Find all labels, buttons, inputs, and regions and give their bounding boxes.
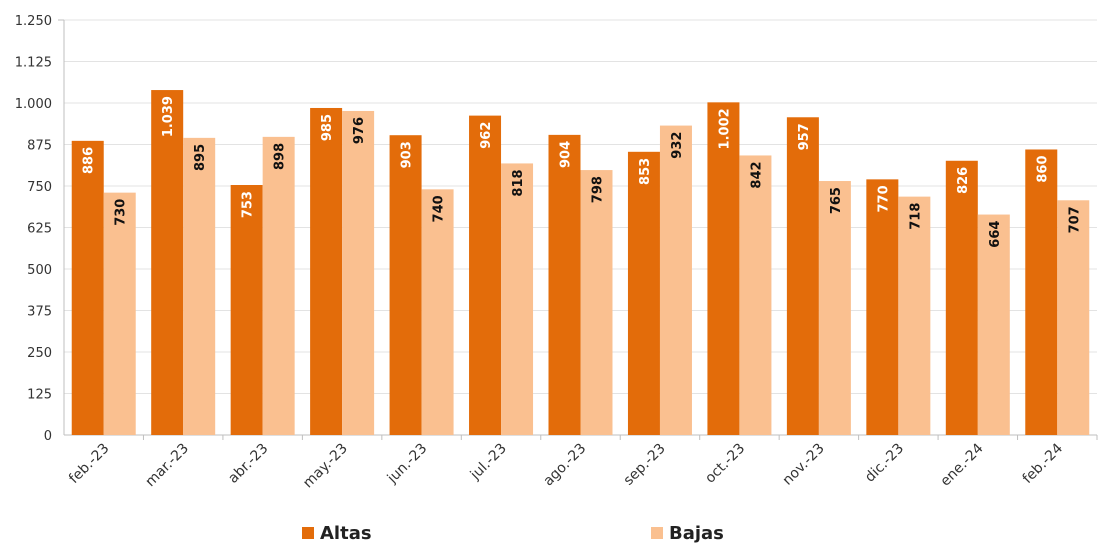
- data-label-altas: 886: [82, 147, 97, 174]
- data-label-bajas: 818: [511, 169, 526, 196]
- data-label-altas: 957: [797, 123, 812, 150]
- bar-altas: [389, 135, 422, 436]
- y-tick-label: 625: [27, 222, 52, 237]
- y-tick-label: 1.000: [15, 97, 52, 112]
- bar-altas: [71, 140, 104, 435]
- bar-bajas: [580, 170, 613, 435]
- y-tick-label: 500: [27, 263, 52, 278]
- data-label-altas: 1.002: [717, 108, 732, 149]
- data-label-bajas: 707: [1067, 206, 1082, 233]
- data-label-bajas: 730: [114, 199, 129, 226]
- data-label-bajas: 718: [908, 203, 923, 230]
- data-label-bajas: 932: [670, 132, 685, 159]
- bar-altas: [548, 134, 581, 435]
- y-tick-label: 1.125: [15, 56, 52, 71]
- x-tick-label: nov.-23: [780, 441, 828, 489]
- data-label-bajas: 798: [591, 176, 606, 203]
- y-tick-label: 750: [27, 180, 52, 195]
- bar-bajas: [501, 163, 534, 435]
- bar-altas: [945, 160, 978, 435]
- x-tick-label: mar.-23: [143, 441, 193, 491]
- data-label-bajas: 740: [432, 195, 447, 222]
- data-label-altas: 1.039: [161, 96, 176, 137]
- bar-altas: [1025, 149, 1058, 436]
- x-tick-label: dic.-23: [862, 441, 907, 486]
- bar-altas: [707, 102, 740, 435]
- bar-bajas: [818, 181, 851, 435]
- bar-altas: [310, 107, 343, 435]
- x-tick-label: sep.-23: [621, 441, 669, 489]
- legend-item-bajas: Bajas: [651, 522, 724, 544]
- bar-bajas: [342, 110, 375, 435]
- legend-item-altas: Altas: [302, 522, 372, 544]
- bar-altas: [230, 185, 263, 435]
- data-label-bajas: 664: [988, 221, 1003, 248]
- y-tick-label: 125: [27, 388, 52, 403]
- bar-bajas: [739, 155, 772, 435]
- bar-altas: [151, 90, 184, 435]
- bar-bajas: [898, 196, 931, 435]
- y-tick-label: 250: [27, 346, 52, 361]
- data-label-altas: 826: [956, 167, 971, 194]
- bar-altas: [866, 179, 899, 435]
- data-label-bajas: 765: [829, 187, 844, 214]
- legend-label-bajas: Bajas: [669, 522, 724, 544]
- data-label-bajas: 898: [273, 143, 288, 170]
- y-tick-label: 0: [44, 429, 52, 444]
- x-tick-label: ene.-24: [938, 440, 987, 489]
- data-label-altas: 962: [479, 122, 494, 149]
- bar-bajas: [103, 192, 136, 435]
- y-tick-label: 1.250: [15, 14, 52, 29]
- bar-bajas: [1057, 200, 1090, 435]
- y-tick-label: 375: [27, 305, 52, 320]
- x-tick-label: abr.-23: [225, 441, 271, 487]
- legend-label-altas: Altas: [320, 522, 372, 544]
- data-label-bajas: 842: [749, 161, 764, 188]
- bar-altas: [786, 117, 819, 435]
- x-tick-label: jul.-23: [467, 441, 510, 484]
- bar-altas: [469, 115, 502, 435]
- bar-bajas: [262, 136, 295, 435]
- data-label-bajas: 895: [193, 144, 208, 171]
- data-label-altas: 770: [876, 185, 891, 212]
- bar-bajas: [183, 137, 216, 436]
- x-tick-label: oct.-23: [702, 441, 748, 487]
- data-label-altas: 853: [638, 158, 653, 185]
- x-tick-label: ago.-23: [540, 441, 589, 490]
- x-tick-label: may.-23: [300, 441, 351, 492]
- data-label-altas: 753: [241, 191, 256, 218]
- x-tick-label: feb.-24: [1020, 440, 1067, 487]
- bar-bajas: [977, 214, 1010, 435]
- data-label-altas: 903: [400, 141, 415, 168]
- data-label-altas: 904: [559, 141, 574, 168]
- bar-chart: 0 125 250 375 500 625 750 875 1.000 1.125 1.250 886…: [15, 14, 1098, 492]
- x-tick-label: feb.-23: [66, 441, 112, 487]
- bar-bajas: [421, 189, 454, 435]
- data-label-bajas: 976: [352, 117, 367, 144]
- bar-altas: [627, 151, 660, 435]
- data-label-altas: 860: [1035, 155, 1050, 182]
- legend-swatch-altas: [302, 527, 314, 539]
- bar-bajas: [659, 125, 692, 436]
- legend-swatch-bajas: [651, 527, 663, 539]
- data-label-altas: 985: [320, 114, 335, 141]
- x-tick-label: jun.-23: [384, 441, 431, 488]
- y-tick-label: 875: [27, 139, 52, 154]
